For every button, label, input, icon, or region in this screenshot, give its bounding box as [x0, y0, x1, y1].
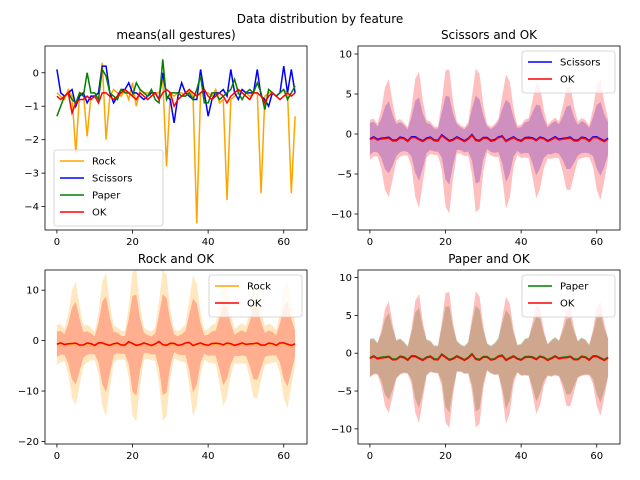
x-tick-label: 20 [126, 237, 139, 248]
series-line-paper [56, 59, 296, 117]
legend-scissors-ok: Scissors OK [521, 50, 616, 94]
band-ok [369, 68, 609, 214]
x-tick-label: 0 [367, 451, 373, 462]
legend-means: Rock Scissors Paper OK [53, 149, 164, 227]
x-tick-label: 0 [54, 451, 60, 462]
x-tick-label: 60 [277, 451, 290, 462]
x-tick-label: 60 [590, 237, 603, 248]
x-tick-label: 60 [277, 237, 290, 248]
subplot-grid: 0 20 40 60 0 −1 −2 −3 −4 means(all gestures) Rock S… [18, 28, 621, 462]
y-tick-label: −3 [24, 169, 39, 180]
y-tick-label: −5 [337, 387, 352, 398]
x-tick-label: 60 [590, 451, 603, 462]
subplot-title: Rock and OK [138, 252, 215, 266]
subplot-title: means(all gestures) [116, 28, 235, 42]
legend-label-paper: Paper [92, 191, 121, 202]
series-line-scissors [56, 65, 296, 124]
y-tick-label: −4 [24, 202, 39, 213]
plot-area-paper-ok [369, 291, 609, 429]
x-tick-label: 20 [126, 451, 139, 462]
x-tick-label: 40 [202, 451, 215, 462]
subplot-title: Paper and OK [448, 252, 531, 266]
axes-frame-rock-ok [44, 269, 308, 445]
y-tick-label: 10 [339, 273, 352, 284]
legend-label-ok: OK [247, 299, 262, 310]
y-tick-label: −10 [331, 210, 352, 221]
legend-label-rock: Rock [247, 282, 271, 293]
axes-frame-scissors-ok [357, 45, 621, 231]
plot-area-rock-ok [56, 270, 296, 422]
legend-label-scissors: Scissors [560, 58, 600, 69]
series-line-ok [369, 353, 609, 362]
plot-area-means [56, 59, 296, 224]
y-tick-label: −10 [331, 424, 352, 435]
series-line-ok [369, 134, 609, 143]
axes-frame-means [44, 45, 308, 231]
y-tick-label: −1 [24, 102, 39, 113]
legend-label-ok: OK [92, 208, 107, 219]
band-ok [369, 291, 609, 429]
subplot-scissors-ok: 0 20 40 60 10 5 0 −5 −10 Scissors and OK Scissors O… [331, 28, 621, 248]
y-tick-label: 10 [26, 286, 39, 297]
y-tick-label: 0 [33, 68, 39, 79]
legend-label-ok: OK [560, 299, 575, 310]
plot-area-scissors-ok [369, 68, 609, 214]
x-tick-label: 20 [439, 237, 452, 248]
legend-label-paper: Paper [560, 282, 589, 293]
x-tick-label: 0 [367, 237, 373, 248]
y-tick-label: 5 [346, 311, 352, 322]
series-line-ok [56, 88, 296, 116]
x-tick-label: 0 [54, 237, 60, 248]
y-tick-label: −5 [337, 170, 352, 181]
legend-paper-ok: Paper OK [521, 274, 616, 318]
x-tick-label: 40 [515, 451, 528, 462]
y-tick-label: −20 [18, 437, 39, 448]
subplot-rock-ok: 0 20 40 60 10 0 −10 −20 Rock and OK Rock OK [18, 252, 308, 462]
x-tick-label: 40 [515, 237, 528, 248]
y-tick-label: 0 [346, 349, 352, 360]
y-tick-label: −2 [24, 135, 39, 146]
y-tick-label: 0 [346, 130, 352, 141]
x-tick-label: 40 [202, 237, 215, 248]
band-rock [56, 270, 296, 422]
subplot-title: Scissors and OK [441, 28, 538, 42]
y-tick-label: 10 [339, 50, 352, 61]
legend-rock-ok: Rock OK [208, 274, 303, 318]
legend-label-rock: Rock [92, 157, 116, 168]
y-tick-label: −10 [18, 387, 39, 398]
figure-suptitle: Data distribution by feature [237, 12, 404, 26]
x-tick-label: 20 [439, 451, 452, 462]
subplot-means: 0 20 40 60 0 −1 −2 −3 −4 means(all gestures) Rock S… [24, 28, 308, 248]
legend-label-ok: OK [560, 75, 575, 86]
axes-frame-paper-ok [357, 269, 621, 445]
subplot-paper-ok: 0 20 40 60 10 5 0 −5 −10 Paper and OK Paper OK [331, 252, 621, 462]
y-tick-label: 5 [346, 90, 352, 101]
series-line-ok [56, 340, 296, 347]
legend-frame [53, 149, 164, 227]
y-tick-label: 0 [33, 336, 39, 347]
legend-label-scissors: Scissors [92, 174, 132, 185]
